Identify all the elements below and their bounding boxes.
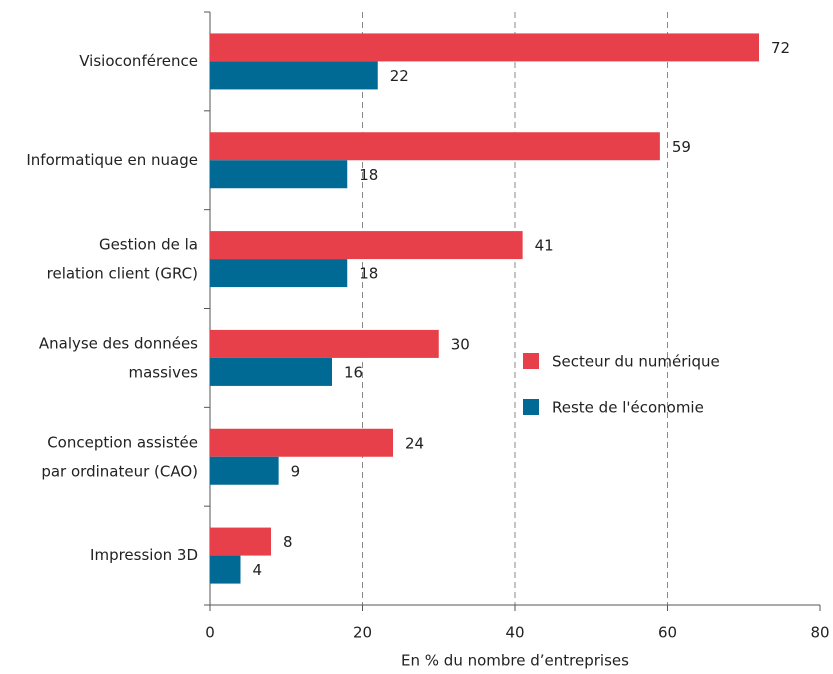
y-tick-label: Visioconférence (79, 52, 198, 70)
value-label: 16 (344, 363, 363, 381)
x-tick-label: 40 (505, 624, 524, 642)
bar (210, 231, 523, 260)
value-label: 59 (672, 138, 691, 156)
y-tick-label: Informatique en nuage (26, 151, 198, 169)
value-label: 18 (359, 265, 378, 283)
y-tick-label: Gestion de la relation client (GRC) (47, 235, 198, 282)
value-label: 9 (291, 462, 301, 480)
x-axis-label: En % du nombre d’entreprises (401, 652, 629, 670)
bar (210, 61, 378, 90)
y-tick-label: Impression 3D (90, 546, 198, 564)
bar (210, 329, 439, 358)
x-tick-label: 20 (353, 624, 372, 642)
bar (210, 259, 348, 288)
value-label: 4 (253, 561, 263, 579)
value-label: 22 (390, 67, 409, 85)
bar (210, 456, 279, 485)
x-tick-label: 0 (205, 624, 215, 642)
value-label: 8 (283, 533, 293, 551)
bar (210, 33, 759, 62)
value-label: 24 (405, 434, 424, 452)
x-tick-label: 80 (810, 624, 829, 642)
value-label: 41 (535, 237, 554, 255)
value-label: 30 (451, 335, 470, 353)
legend-label: Secteur du numérique (552, 353, 720, 371)
y-tick-label: Conception assistée par ordinateur (CAO) (41, 433, 198, 480)
bar (210, 527, 271, 556)
bar (210, 555, 241, 584)
legend-swatch (523, 399, 539, 415)
legend-swatch (523, 353, 539, 369)
value-label: 18 (359, 166, 378, 184)
bar (210, 357, 332, 386)
value-label: 72 (771, 39, 790, 57)
bar (210, 132, 660, 161)
legend-label: Reste de l'économie (552, 399, 704, 417)
y-tick-label: Analyse des données massives (39, 334, 198, 381)
x-tick-label: 60 (658, 624, 677, 642)
bar (210, 160, 348, 189)
bar (210, 428, 393, 457)
